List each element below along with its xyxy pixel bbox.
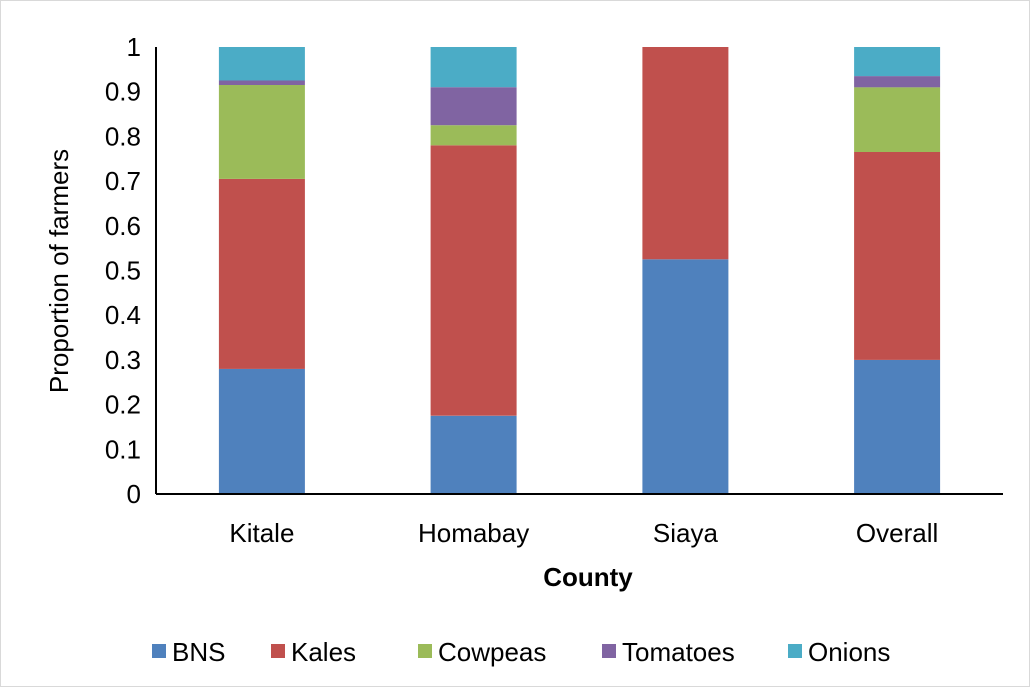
y-tick-label: 0.7	[105, 166, 141, 196]
legend-label-bns: BNS	[172, 637, 225, 667]
y-axis-title: Proportion of farmers	[44, 149, 74, 393]
legend-swatch-onions	[788, 644, 802, 658]
bar-segment-bns-overall	[854, 359, 941, 494]
y-tick-label: 0	[127, 479, 141, 509]
bar-segment-cowpeas-kitale	[218, 85, 305, 179]
legend-swatch-cowpeas	[418, 644, 432, 658]
x-ticks-layer: Kitale Homabay Siaya Overall	[229, 518, 938, 548]
y-tick-label: 0.4	[105, 300, 141, 330]
y-tick-label: 0.3	[105, 345, 141, 375]
bar-segment-bns-siaya	[642, 259, 729, 494]
legend-label-cowpeas: Cowpeas	[438, 637, 546, 667]
x-tick-label: Homabay	[418, 518, 529, 548]
bar-segment-bns-homabay	[430, 415, 517, 494]
bar-segment-bns-kitale	[218, 368, 305, 494]
y-tick-label: 0.6	[105, 211, 141, 241]
y-tick-label: 0.1	[105, 434, 141, 464]
x-tick-label: Kitale	[229, 518, 294, 548]
legend-label-tomatoes: Tomatoes	[622, 637, 735, 667]
bar-segment-onions-kitale	[218, 47, 305, 81]
y-tick-label: 0.9	[105, 77, 141, 107]
y-tick-label: 0.2	[105, 390, 141, 420]
bar-segment-cowpeas-overall	[854, 87, 941, 152]
bar-segment-cowpeas-homabay	[430, 125, 517, 146]
bars-layer	[218, 47, 941, 494]
bar-segment-tomatoes-homabay	[430, 87, 517, 126]
bar-segment-kales-overall	[854, 152, 941, 360]
y-tick-label: 0.8	[105, 121, 141, 151]
bar-segment-onions-homabay	[430, 47, 517, 88]
x-tick-label: Overall	[856, 518, 938, 548]
bar-segment-kales-siaya	[642, 47, 729, 260]
y-ticks-layer: 0 0.1 0.2 0.3 0.4 0.5 0.6 0.7 0.8 0.9 1	[105, 32, 141, 509]
legend-swatch-bns	[152, 644, 166, 658]
legend-swatch-tomatoes	[602, 644, 616, 658]
y-tick-label: 0.5	[105, 256, 141, 286]
legend-swatch-kales	[271, 644, 285, 658]
bar-segment-kales-homabay	[430, 145, 517, 416]
legend-label-kales: Kales	[291, 637, 356, 667]
bar-segment-tomatoes-kitale	[218, 80, 305, 85]
x-tick-label: Siaya	[653, 518, 719, 548]
bar-segment-tomatoes-overall	[854, 76, 941, 88]
x-axis-title: County	[543, 562, 633, 592]
legend: BNS Kales Cowpeas Tomatoes Onions	[152, 637, 890, 667]
legend-label-onions: Onions	[808, 637, 890, 667]
y-tick-label: 1	[127, 32, 141, 62]
bar-segment-onions-overall	[854, 47, 941, 77]
bar-segment-kales-kitale	[218, 178, 305, 369]
